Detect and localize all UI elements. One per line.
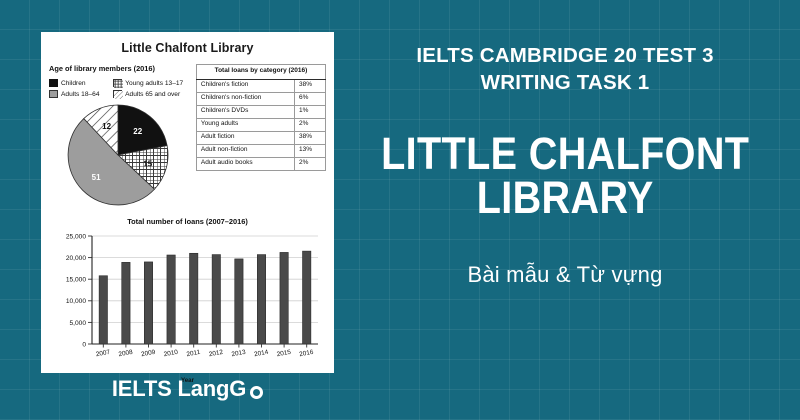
bar-chart-svg: 0 5,000 10,000 15,000 20,000 25,000 2007 2008 20… — [65, 233, 318, 358]
table-cell-category: Adult audio books — [195, 156, 296, 171]
legend-swatch-children-icon — [49, 79, 58, 87]
y-axis-tick-label: 15,000 — [65, 277, 86, 284]
bar — [188, 252, 198, 345]
legend-item-adults-18-64: Adults 18–64 — [49, 90, 104, 98]
promo-eyebrow-line1: IELTS CAMBRIDGE 20 TEST 3 — [416, 44, 714, 67]
legend-label-young-adults: Young adults 13–17 — [125, 79, 184, 87]
bar — [98, 275, 108, 345]
bar — [166, 254, 176, 345]
pie-chart-block: Age of library members (2016) Children — [49, 64, 188, 207]
promo-headline-line2: LIBRARY — [476, 172, 654, 224]
table-header-title: Total loans by category (2016) — [195, 64, 327, 80]
bar-chart-x-axis-label: Year — [180, 377, 195, 384]
bar — [120, 262, 130, 345]
table-cell-category: Adult non-fiction — [195, 143, 296, 158]
pie-legend: Children — [49, 79, 188, 99]
x-axis-tick-label: 2014 — [253, 349, 269, 358]
brand-logo: IELTS LangG — [41, 376, 334, 402]
pie-slice-label: 22 — [134, 127, 143, 136]
x-axis-tick-label: 2009 — [140, 349, 156, 358]
figure-upper-row: Age of library members (2016) Children — [41, 55, 334, 207]
legend-swatch-young-adults-icon — [113, 79, 124, 88]
table-row: Children's DVDs 1% — [195, 104, 326, 119]
promo-subtitle: Bài mẫu & Từ vựng — [467, 262, 663, 288]
bar — [143, 261, 153, 345]
legend-item-children: Children — [49, 79, 104, 87]
pie-slice — [83, 104, 119, 157]
table-row: Adult fiction 38% — [195, 130, 326, 145]
x-axis-tick-label: 2016 — [298, 349, 314, 358]
legend-swatch-adults-65-over-icon — [113, 90, 124, 99]
bar — [211, 254, 221, 345]
x-axis-tick-label: 2011 — [186, 349, 201, 358]
x-axis-tick-label: 2007 — [95, 349, 111, 358]
table-row: Children's non-fiction 6% — [195, 91, 326, 106]
table-row: Adult audio books 2% — [195, 156, 326, 171]
x-axis-tick-label: 2015 — [276, 349, 292, 358]
pie-slice-label: 12 — [103, 122, 112, 131]
table-row: Adult non-fiction 13% — [195, 143, 326, 158]
legend-label-adults-18-64: Adults 18–64 — [61, 90, 100, 98]
table-header-row: Total loans by category (2016) — [195, 64, 327, 80]
loans-by-category-table: Total loans by category (2016) Children'… — [195, 64, 327, 171]
table-cell-percent: 6% — [294, 91, 326, 106]
promo-headline: LITTLE CHALFONT LIBRARY — [380, 128, 750, 224]
pie-chart-svg: 22 15 51 12 — [68, 104, 169, 206]
table-cell-category: Children's DVDs — [195, 104, 296, 119]
promo-eyebrow: IELTS CAMBRIDGE 20 TEST 3 WRITING TASK 1 — [416, 42, 713, 96]
bar-chart-title: Total number of loans (2007–2016) — [127, 217, 248, 226]
legend-swatch-adults-18-64-icon — [49, 90, 58, 98]
figure-title: Little Chalfont Library — [121, 41, 254, 55]
table-row: Young adults 2% — [195, 117, 326, 132]
promo-eyebrow-line2: WRITING TASK 1 — [480, 71, 650, 95]
table-cell-percent: 38% — [294, 130, 326, 145]
brand-logo-text: IELTS LangG — [111, 376, 247, 401]
table-cell-category: Adult fiction — [195, 130, 296, 145]
pie-slice — [118, 104, 169, 156]
legend-label-children: Children — [61, 79, 86, 87]
bar — [301, 250, 311, 345]
legend-item-adults-65-over: Adults 65 and over — [113, 90, 188, 99]
promo-headline-line1: LITTLE CHALFONT — [380, 128, 750, 180]
brand-logo-ring-icon — [250, 385, 264, 399]
y-axis-tick-label: 5,000 — [69, 320, 86, 327]
pie-chart-heading: Age of library members (2016) — [49, 64, 155, 73]
bar-chart-block: Total number of loans (2007–2016) 0 5,000… — [41, 207, 334, 384]
legend-item-young-adults: Young adults 13–17 — [113, 79, 188, 88]
table-row: Children's fiction 38% — [195, 78, 326, 93]
bar — [233, 258, 243, 345]
y-axis-tick-label: 25,000 — [65, 233, 86, 240]
pie-slice — [68, 117, 156, 206]
bar-chart: 0 5,000 10,000 15,000 20,000 25,000 2007 2008 20… — [47, 228, 328, 376]
bar — [279, 252, 289, 345]
table-cell-category: Children's non-fiction — [195, 91, 296, 106]
table-cell-percent: 13% — [294, 143, 326, 158]
table-cell-percent: 38% — [294, 78, 326, 93]
figure-card: Little Chalfont Library Age of library m… — [41, 32, 334, 384]
y-axis-tick-label: 0 — [82, 341, 86, 348]
promo-text-column: IELTS CAMBRIDGE 20 TEST 3 WRITING TASK 1… — [345, 32, 785, 384]
legend-label-adults-65-over: Adults 65 and over — [125, 90, 181, 98]
table-cell-percent: 2% — [294, 117, 326, 132]
x-axis-tick-label: 2010 — [163, 349, 179, 358]
x-axis-tick-label: 2013 — [231, 349, 247, 358]
y-axis-tick-label: 20,000 — [65, 255, 86, 262]
pie-slice-label: 51 — [92, 173, 101, 182]
table-cell-percent: 1% — [294, 104, 326, 119]
x-axis-tick-label: 2012 — [208, 349, 224, 358]
x-axis-tick-label: 2008 — [118, 349, 134, 358]
table-cell-category: Children's fiction — [195, 78, 296, 93]
y-axis-tick-label: 10,000 — [65, 298, 86, 305]
table-cell-percent: 2% — [294, 156, 326, 171]
pie-chart: 22 15 51 12 — [49, 103, 188, 207]
pie-slice-label: 15 — [144, 160, 153, 169]
table-cell-category: Young adults — [195, 117, 296, 132]
bar — [256, 254, 266, 345]
